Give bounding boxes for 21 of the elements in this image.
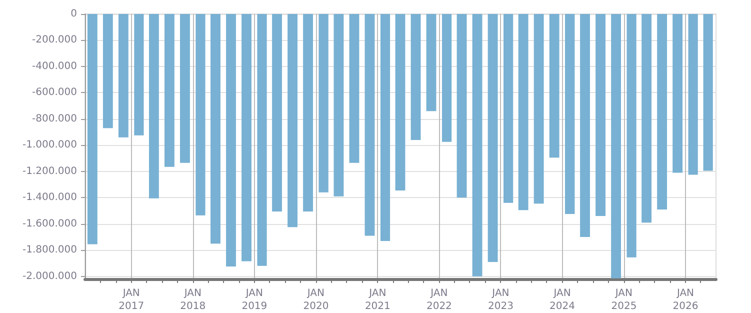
y-tick-label: -2.000.000 xyxy=(22,270,77,282)
x-tick-label: JAN 2020 xyxy=(303,288,329,312)
x-tick-label: JAN 2025 xyxy=(611,288,637,312)
y-tick-label: 0 xyxy=(70,8,77,20)
y-tick-label: -1.600.000 xyxy=(22,218,77,230)
x-tick-label: JAN 2023 xyxy=(488,288,514,312)
y-tick-label: -600.000 xyxy=(32,87,77,98)
y-tick-label: -1.000.000 xyxy=(22,140,77,151)
y-tick-label: -200.000 xyxy=(32,34,77,46)
x-tick-label: JAN 2021 xyxy=(364,288,390,312)
y-tick-label: -1.400.000 xyxy=(22,192,77,204)
x-tick-label: JAN 2022 xyxy=(426,288,452,312)
x-tick-label: JAN 2019 xyxy=(242,288,268,312)
y-tick-label: -1.200.000 xyxy=(22,166,77,177)
x-tick-label: JAN 2024 xyxy=(550,288,575,312)
x-tick-label: JAN 2026 xyxy=(672,288,698,312)
y-tick-label: -800.000 xyxy=(32,113,77,124)
x-tick-label: JAN 2018 xyxy=(180,288,206,312)
y-tick-label: -1.800.000 xyxy=(22,244,77,256)
y-tick-label: -400.000 xyxy=(32,60,77,72)
x-tick-label: JAN 2017 xyxy=(118,288,144,312)
